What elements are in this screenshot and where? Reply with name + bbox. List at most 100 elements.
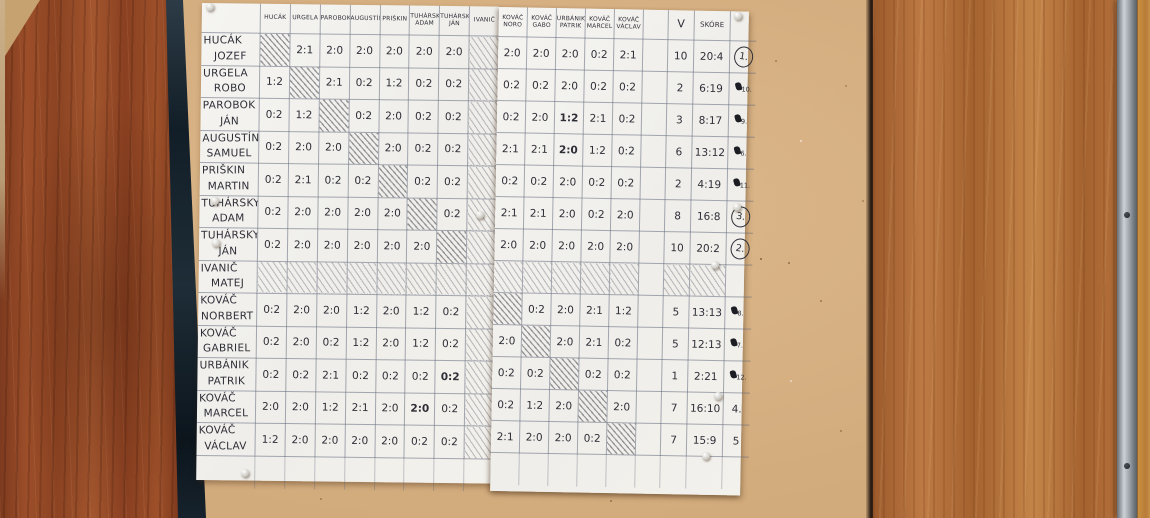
result-cell: 0:2 xyxy=(258,98,290,132)
result-cell: 2:0 xyxy=(286,293,317,327)
result-cell: 0:2 xyxy=(492,356,522,389)
empty-cell xyxy=(639,199,665,232)
push-pin xyxy=(714,392,722,400)
result-cell: 0:2 xyxy=(255,358,287,392)
empty-cell xyxy=(637,295,664,328)
result-cell: 2:0 xyxy=(438,35,470,69)
result-cell: 0:2 xyxy=(407,165,438,198)
result-cell: 0:2 xyxy=(348,66,380,100)
absent-cell xyxy=(551,261,581,295)
rank-cell: 7. xyxy=(724,328,752,362)
player-surname: TUHÁRSKY xyxy=(201,196,259,209)
col-header-hucák: HUCÁK xyxy=(260,3,291,34)
col-header-tuhársky: TUHÁRSKY ADAM xyxy=(409,5,440,36)
result-cell: 2:0 xyxy=(580,230,611,263)
result-cell: 0:2 xyxy=(521,292,552,326)
rank-scribble: 9. xyxy=(734,113,749,126)
result-cell: 2:0 xyxy=(551,229,582,263)
player-surname: AUGUSTÍN xyxy=(202,131,259,144)
self-cell xyxy=(549,357,580,391)
player-surname: KOVÁČ xyxy=(200,294,238,307)
empty-cell xyxy=(685,456,723,490)
rank-number: 9. xyxy=(740,117,748,126)
board-right-edge-line xyxy=(866,0,873,518)
result-cell: 0:2 xyxy=(436,197,468,231)
result-cell: 0:2 xyxy=(285,358,316,392)
wins-cell: 1 xyxy=(661,359,689,393)
header-line1: PRIŠKIN xyxy=(382,15,408,23)
result-cell: 0:2 xyxy=(345,359,376,393)
result-cell: 1:2 xyxy=(554,101,584,135)
crosstable-left: HUCÁK URGELA PAROBOK AUGUSTÍN PRIŠKIN TUHÁRSK… xyxy=(196,3,500,492)
header-line2: MARCEL xyxy=(586,22,613,30)
result-cell: 2:0 xyxy=(376,229,408,263)
result-cell: 2:0 xyxy=(519,420,549,454)
player-surname: URGELA xyxy=(203,66,248,79)
player-firstname: SAMUEL xyxy=(206,147,252,160)
rank-scribble: 8. xyxy=(730,305,745,318)
player-surname: KOVÁČ xyxy=(199,391,236,404)
player-row: 0:2 0:2 0:2 0:2 1 2:21 12. xyxy=(492,356,751,394)
result-cell: 2:0 xyxy=(314,423,345,457)
rank-scribble: 7. xyxy=(729,337,745,350)
player-name-cell: KOVÁČ VÁCLAV xyxy=(196,422,256,456)
result-cell: 2:0 xyxy=(284,423,316,457)
self-cell xyxy=(348,131,379,165)
result-cell: 0:2 xyxy=(434,425,465,459)
result-cell: 2:0 xyxy=(317,196,348,230)
absent-cell xyxy=(256,260,288,294)
absent-cell xyxy=(466,230,497,264)
player-row: TUHÁRSKY JÁN 0:2 2:0 2:0 2:0 2:0 2:0 xyxy=(198,227,497,264)
rank-cell: 8. xyxy=(724,296,752,330)
result-cell: 2:0 xyxy=(548,389,579,423)
empty-cell xyxy=(635,423,661,456)
absent-cell xyxy=(316,261,347,295)
empty-cell xyxy=(605,454,636,488)
empty-cell xyxy=(640,135,667,168)
header-line2: ADAM xyxy=(415,19,434,27)
result-cell: 2:0 xyxy=(553,133,584,167)
self-cell xyxy=(407,197,438,231)
wins-cell: 5 xyxy=(662,327,689,361)
result-cell: 2:1 xyxy=(579,326,609,359)
player-name-cell: KOVÁČ MARCEL xyxy=(196,389,256,424)
header-line1: URGELA xyxy=(292,14,319,22)
empty-cell xyxy=(634,455,661,489)
player-firstname: JOZEF xyxy=(213,50,247,63)
result-cell: 0:2 xyxy=(257,228,288,262)
rail-screw-icon xyxy=(1124,463,1130,469)
result-cell: 2:1 xyxy=(613,38,643,72)
header-line1: HUCÁK xyxy=(264,13,287,22)
header-line2: PATRIK xyxy=(559,21,582,30)
score-cell: 2:21 xyxy=(687,360,725,393)
wins-cell: 5 xyxy=(662,295,690,329)
result-cell: 2:0 xyxy=(554,69,585,103)
result-cell: 2:0 xyxy=(526,37,556,70)
result-cell: 0:2 xyxy=(497,68,527,102)
result-cell: 1:2 xyxy=(405,327,436,361)
self-cell xyxy=(521,324,551,358)
result-cell: 2:0 xyxy=(349,34,380,68)
result-cell: 0:2 xyxy=(407,132,439,166)
absent-cell xyxy=(609,262,639,296)
result-cell: 2:1 xyxy=(289,33,320,67)
result-cell: 0:2 xyxy=(607,358,638,392)
result-cell: 2:1 xyxy=(583,102,613,135)
result-cell: 2:0 xyxy=(347,196,378,230)
result-cell: 2:0 xyxy=(409,35,440,68)
result-cell: 2:1 xyxy=(319,66,350,100)
absent-cell xyxy=(464,393,495,427)
result-cell: 0:2 xyxy=(348,99,379,133)
empty-cell xyxy=(547,453,578,487)
result-cell: 0:2 xyxy=(577,422,607,455)
score-sheet-left: HUCÁK URGELA PAROBOK AUGUSTÍN PRIŠKIN TUHÁRSK… xyxy=(196,3,500,492)
wooden-door-left xyxy=(0,0,179,518)
rank-scribble: 6. xyxy=(733,145,748,158)
rank-cell: 1. xyxy=(729,40,757,74)
rank-cell: 4. xyxy=(722,392,750,426)
result-cell: 1:2 xyxy=(288,98,320,132)
result-cell: 0:2 xyxy=(611,166,641,200)
result-cell: 0:2 xyxy=(408,100,439,133)
wall-edge-sliver xyxy=(0,0,5,300)
result-cell: 0:2 xyxy=(315,326,347,360)
